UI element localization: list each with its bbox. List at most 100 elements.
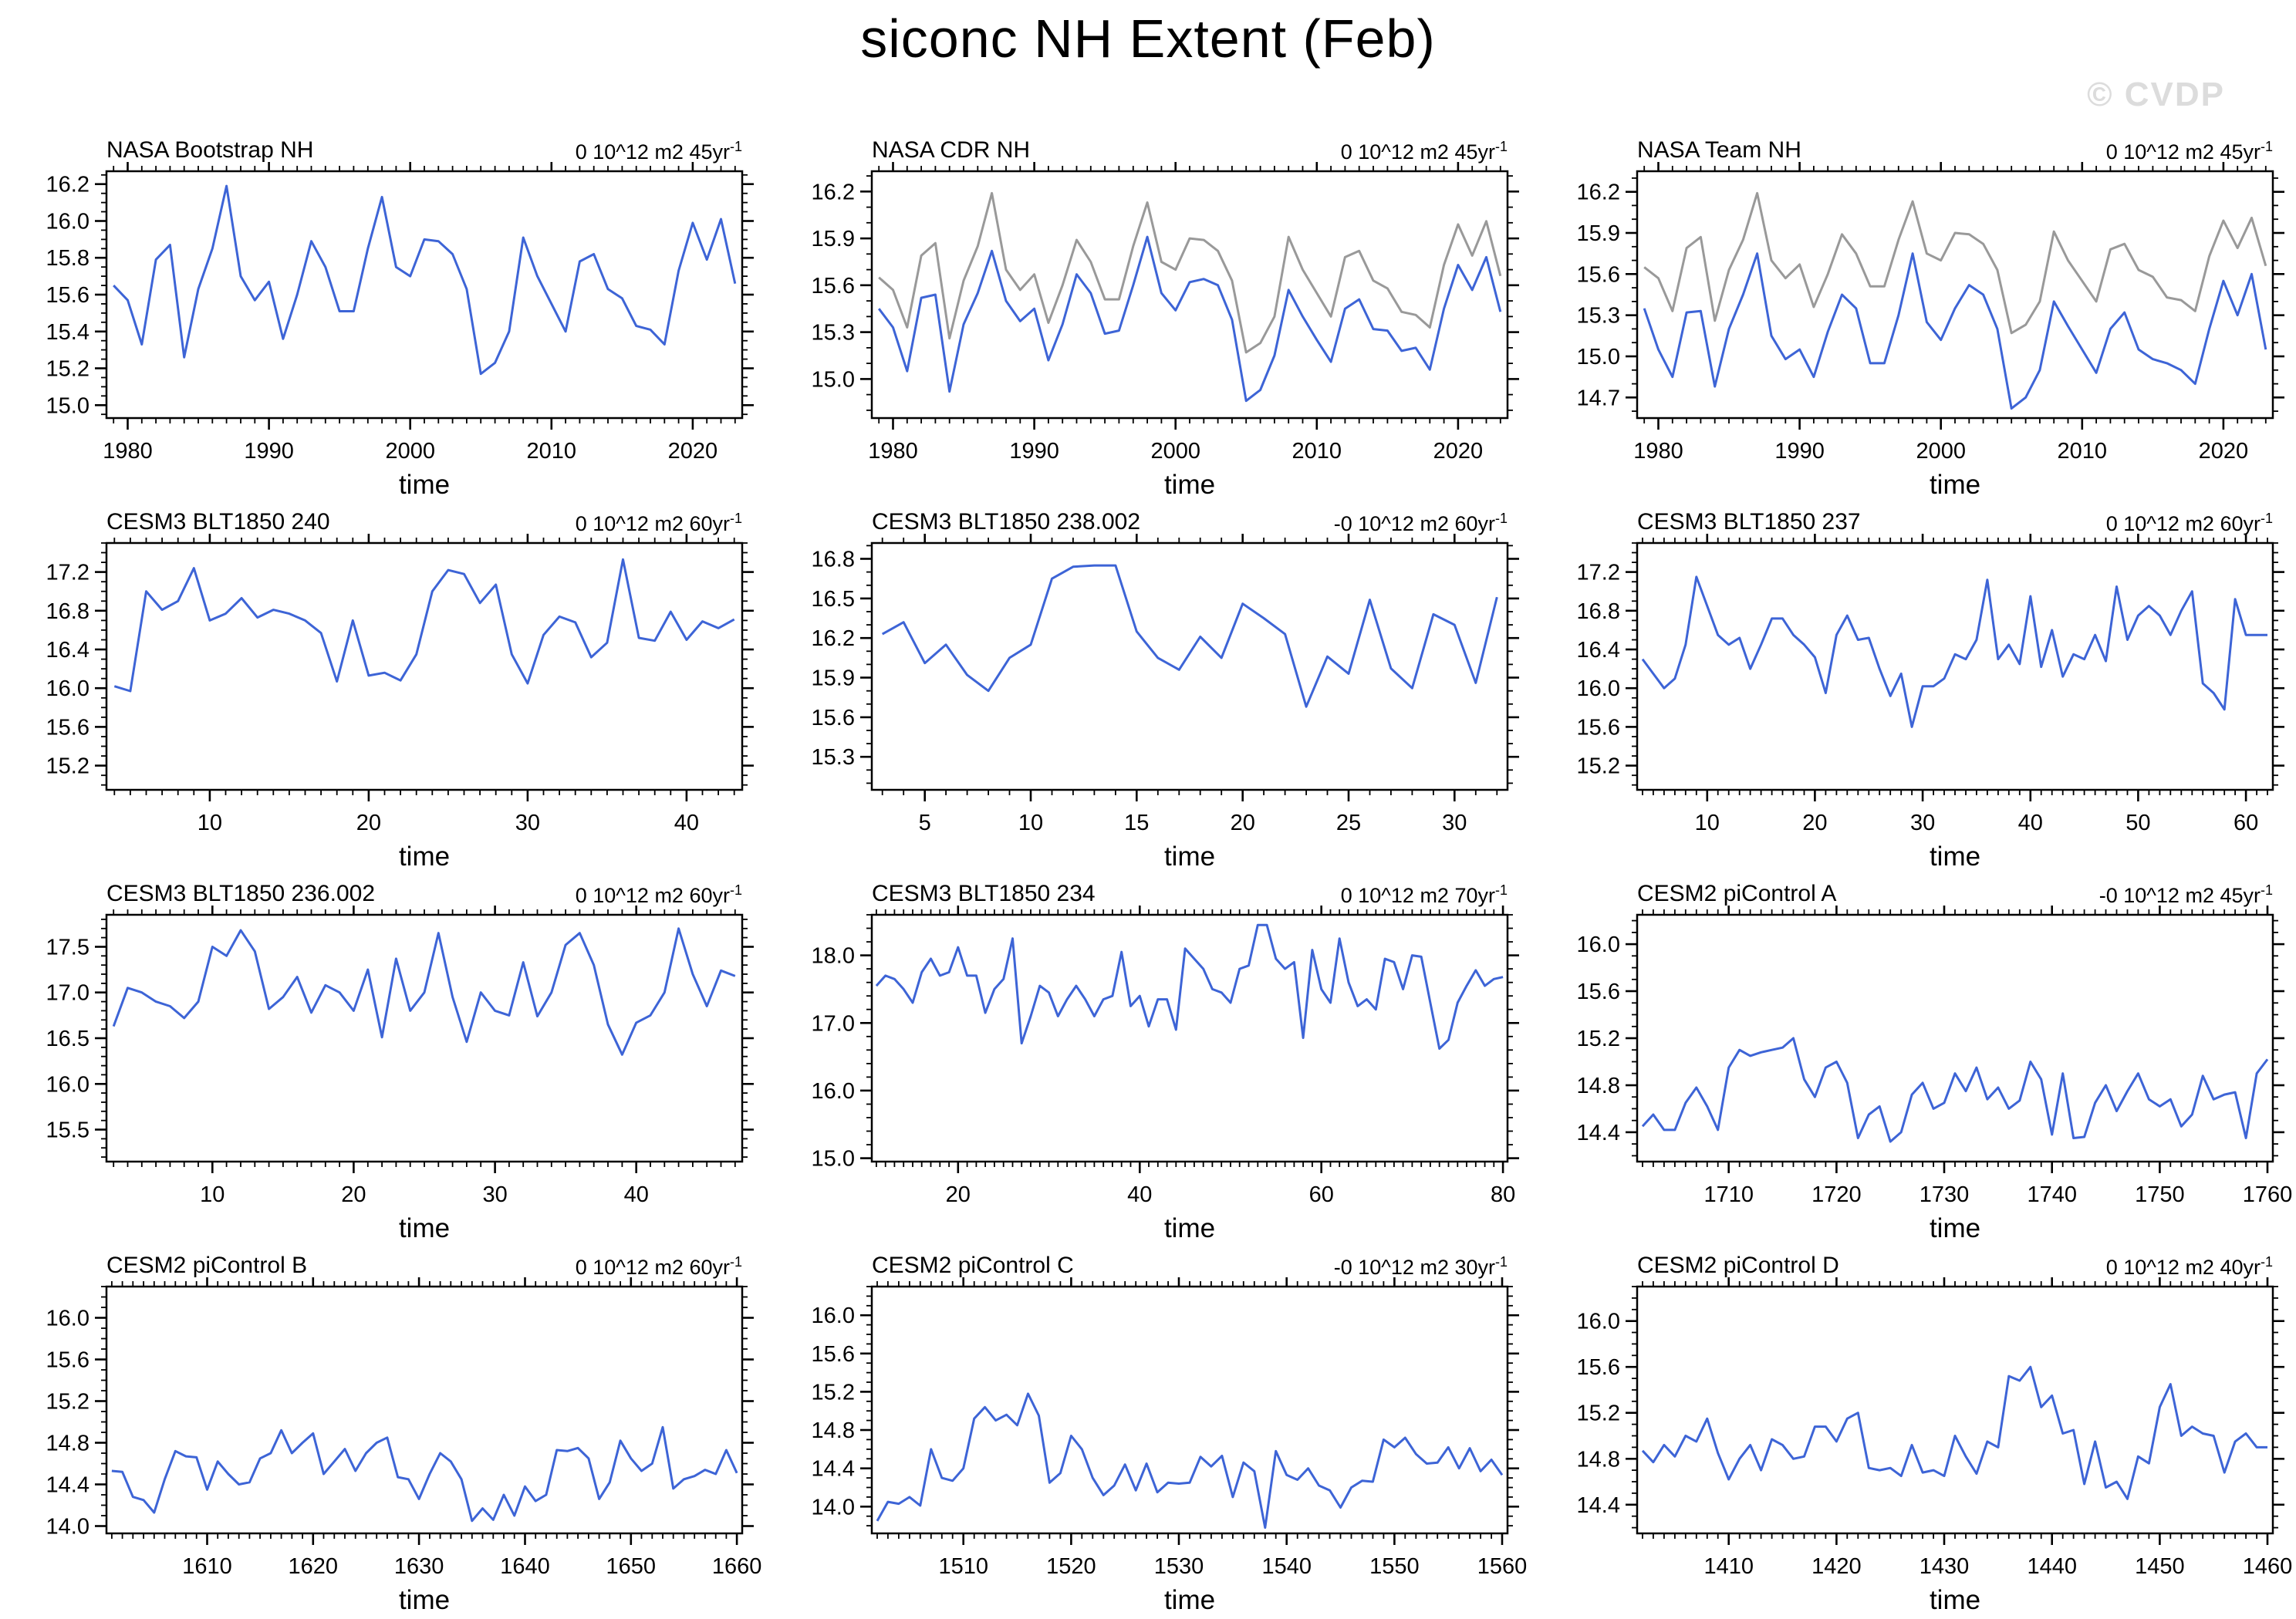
subplot-header: CESM3 BLT1850 240 0 10^12 m2 60yr-1 bbox=[0, 503, 765, 535]
y-tick-label: 16.0 bbox=[46, 1307, 89, 1331]
subplot-title: CESM2 piControl C bbox=[872, 1253, 1074, 1278]
subplot-header: CESM2 piControl B 0 10^12 m2 60yr-1 bbox=[0, 1246, 765, 1279]
plot-frame bbox=[1636, 170, 2274, 420]
x-tick-label: 30 bbox=[1910, 811, 1935, 835]
data-line-blue bbox=[111, 1425, 738, 1523]
plot-frame bbox=[870, 170, 1509, 420]
y-tick-label: 16.4 bbox=[46, 638, 89, 663]
x-tick-label: 25 bbox=[1336, 811, 1361, 835]
y-tick-label: 15.9 bbox=[812, 227, 855, 251]
subplot-title: NASA Bootstrap NH bbox=[106, 137, 314, 163]
units-exponent: -1 bbox=[2260, 511, 2273, 526]
subplot-nasa-bootstrap-nh: NASA Bootstrap NH 0 10^12 m2 45yr-1 1980 19… bbox=[0, 131, 765, 503]
x-tick-label: 1990 bbox=[244, 439, 294, 464]
subplot-header: CESM3 BLT1850 238.002 -0 10^12 m2 60yr-1 bbox=[765, 503, 1531, 535]
subplot-title: CESM2 piControl A bbox=[1637, 881, 1837, 906]
x-tick-label: 1730 bbox=[1920, 1182, 1970, 1207]
y-tick-label: 14.8 bbox=[812, 1418, 855, 1443]
y-tick-label: 14.4 bbox=[1577, 1121, 1620, 1145]
subplot-header: NASA Team NH 0 10^12 m2 45yr-1 bbox=[1531, 131, 2296, 164]
y-tick-label: 15.2 bbox=[46, 1390, 89, 1415]
y-tick-label: 15.2 bbox=[46, 754, 89, 779]
units-exponent: -1 bbox=[729, 139, 742, 154]
x-tick-label: 2010 bbox=[2058, 439, 2108, 464]
x-tick-label: 5 bbox=[919, 811, 931, 835]
data-line-blue bbox=[113, 558, 735, 693]
x-tick-label: 1460 bbox=[2243, 1554, 2293, 1579]
x-axis-label: time bbox=[399, 470, 450, 500]
x-tick-label: 1440 bbox=[2027, 1554, 2077, 1579]
x-tick-label: 1710 bbox=[1703, 1182, 1754, 1207]
y-tick-label: 15.6 bbox=[46, 1348, 89, 1373]
x-axis-label: time bbox=[1930, 470, 1980, 500]
plot-canvas: 1980 1990 2000 2010 2020 14.7 15.0 15.3 15.6 15.9… bbox=[1577, 162, 2284, 500]
x-tick-label: 40 bbox=[624, 1182, 649, 1207]
data-line-gray bbox=[878, 191, 1502, 354]
y-tick-label: 14.8 bbox=[1577, 1074, 1620, 1098]
subplot-nasa-cdr-nh: NASA CDR NH 0 10^12 m2 45yr-1 1980 1990 2000… bbox=[765, 131, 1531, 503]
y-tick-label: 16.5 bbox=[812, 587, 855, 612]
x-axis-label: time bbox=[1164, 1213, 1215, 1243]
plot-frame bbox=[870, 913, 1509, 1163]
units-annotation: 0 10^12 m2 40yr-1 bbox=[2106, 1254, 2273, 1280]
x-tick-label: 15 bbox=[1124, 811, 1149, 835]
subplot-header: CESM2 piControl C -0 10^12 m2 30yr-1 bbox=[765, 1246, 1531, 1280]
plot-canvas: 1410 1420 1430 1440 1450 1460 14.4 14.8 15.2 15.6… bbox=[1577, 1277, 2293, 1615]
x-axis-label: time bbox=[1164, 842, 1215, 872]
plot-frame bbox=[105, 913, 744, 1163]
subplot-cesm3-blt1850-238-002: CESM3 BLT1850 238.002 -0 10^12 m2 60yr-1 5… bbox=[765, 503, 1531, 875]
y-tick-label: 15.0 bbox=[1577, 345, 1620, 369]
x-tick-label: 1560 bbox=[1477, 1554, 1528, 1579]
plot-frame bbox=[105, 170, 744, 420]
subplot-title: CESM2 piControl D bbox=[1637, 1253, 1839, 1278]
x-axis-label: time bbox=[1930, 1213, 1980, 1243]
x-axis-label: time bbox=[399, 1213, 450, 1243]
x-axis-label: time bbox=[1164, 1585, 1215, 1615]
y-tick-label: 15.8 bbox=[46, 246, 89, 271]
y-tick-label: 16.2 bbox=[1577, 180, 1620, 205]
units-annotation: 0 10^12 m2 45yr-1 bbox=[1341, 139, 1508, 164]
plot-canvas: 1980 1990 2000 2010 2020 15.0 15.2 15.4 15.6 15.8… bbox=[46, 162, 754, 500]
data-line-blue bbox=[113, 184, 737, 376]
x-axis-label: time bbox=[399, 1585, 450, 1615]
x-tick-label: 1980 bbox=[1633, 439, 1683, 464]
y-tick-label: 16.0 bbox=[812, 1304, 855, 1328]
y-tick-label: 15.6 bbox=[1577, 1355, 1620, 1380]
subplot-header: CESM3 BLT1850 234 0 10^12 m2 70yr-1 bbox=[765, 875, 1531, 908]
subplot-cesm2-picontrol-a: CESM2 piControl A -0 10^12 m2 45yr-1 1710 1… bbox=[1531, 875, 2296, 1246]
x-tick-label: 1520 bbox=[1046, 1554, 1096, 1579]
units-annotation: 0 10^12 m2 45yr-1 bbox=[576, 139, 742, 164]
x-tick-label: 1760 bbox=[2243, 1182, 2293, 1207]
subplot-title: CESM3 BLT1850 238.002 bbox=[872, 509, 1141, 535]
units-annotation: 0 10^12 m2 70yr-1 bbox=[1341, 882, 1508, 908]
subplot-title: NASA Team NH bbox=[1637, 137, 1801, 163]
plot-canvas: 5 10 15 20 25 30 15.3 15.6 15.9 16.2 16.5 16.8 time bbox=[812, 534, 1519, 872]
subplot-title: NASA CDR NH bbox=[872, 137, 1031, 163]
x-tick-label: 10 bbox=[200, 1182, 225, 1207]
data-line-blue bbox=[875, 923, 1504, 1051]
x-axis-label: time bbox=[1930, 842, 1980, 872]
plot-frame bbox=[1636, 1285, 2274, 1535]
units-annotation: 0 10^12 m2 60yr-1 bbox=[2106, 511, 2273, 536]
x-tick-label: 1540 bbox=[1261, 1554, 1312, 1579]
x-tick-label: 10 bbox=[1695, 811, 1720, 835]
plot-canvas: 10 20 30 40 15.2 15.6 16.0 16.4 16.8 17.2 time bbox=[46, 534, 754, 872]
y-tick-label: 15.2 bbox=[812, 1380, 855, 1405]
y-tick-label: 18.0 bbox=[812, 944, 855, 969]
y-tick-label: 15.6 bbox=[812, 274, 855, 299]
units-text: 0 10^12 m2 60yr bbox=[575, 1256, 730, 1279]
x-tick-label: 40 bbox=[1127, 1182, 1152, 1207]
x-tick-label: 10 bbox=[1018, 811, 1043, 835]
x-axis-label: time bbox=[1930, 1585, 1980, 1615]
x-tick-label: 1510 bbox=[938, 1554, 988, 1579]
y-tick-label: 15.6 bbox=[812, 706, 855, 730]
figure-title: siconc NH Extent (Feb) bbox=[860, 8, 1436, 69]
x-tick-label: 1620 bbox=[289, 1554, 339, 1579]
units-exponent: -1 bbox=[729, 511, 742, 526]
units-annotation: -0 10^12 m2 30yr-1 bbox=[1334, 1254, 1508, 1280]
y-tick-label: 17.0 bbox=[812, 1011, 855, 1036]
y-tick-label: 16.2 bbox=[812, 180, 855, 204]
plot-frame bbox=[870, 541, 1509, 791]
x-tick-label: 1980 bbox=[868, 439, 918, 464]
units-exponent: -1 bbox=[2260, 1254, 2273, 1270]
